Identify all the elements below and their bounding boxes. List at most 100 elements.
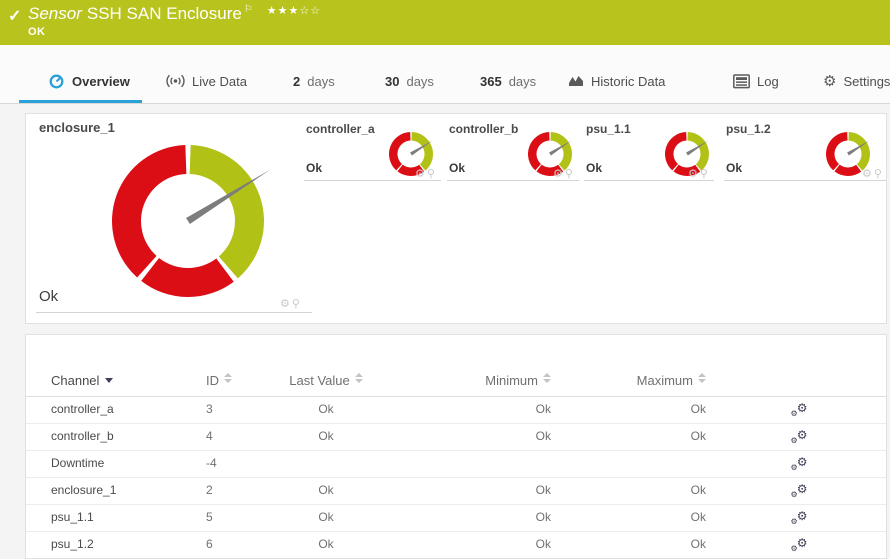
gauge-settings-gear-icon[interactable]: ⚙: [688, 168, 700, 180]
tab-label: days: [508, 73, 537, 89]
tab-number: 2: [293, 73, 301, 89]
channel-settings-gears-icon[interactable]: ⚙ ⚙: [790, 508, 808, 526]
gauge-pin-icon[interactable]: ⚲: [699, 168, 710, 180]
chart-icon: [568, 73, 584, 89]
gauge-cell-divider: [447, 180, 579, 181]
tab-historic-data[interactable]: Historic Data: [568, 65, 665, 97]
sensor-type-label: Sensor: [28, 4, 82, 23]
cell-channel: controller_b: [51, 429, 114, 443]
tab-log[interactable]: Log: [733, 65, 779, 97]
gauge-cell-icons: ⚙⚲: [280, 299, 302, 310]
tab-settings[interactable]: ⚙ Settings: [823, 65, 890, 97]
cell-max: Ok: [690, 510, 706, 524]
channel-settings-gears-icon[interactable]: ⚙ ⚙: [790, 400, 808, 418]
gauge-cell-icons: ⚙⚲: [688, 169, 710, 180]
column-label: Channel: [51, 373, 100, 388]
tab-label: Settings: [843, 73, 890, 89]
gauge-settings-gear-icon[interactable]: ⚙: [280, 298, 292, 310]
channel-settings-gears-icon[interactable]: ⚙ ⚙: [790, 427, 808, 445]
gauge-label-psu_1.1: psu_1.1: [586, 122, 631, 136]
column-label: Minimum: [485, 373, 538, 388]
cell-last: Ok: [318, 537, 334, 551]
cell-max: Ok: [690, 402, 706, 416]
column-header-minimum[interactable]: Minimum: [421, 373, 551, 388]
gauge-pin-icon[interactable]: ⚲: [564, 168, 575, 180]
cell-id: 5: [206, 510, 213, 524]
tab-number: 30: [385, 73, 400, 89]
column-header-channel[interactable]: Channel: [51, 373, 114, 388]
cell-actions: ⚙ ⚙: [784, 531, 814, 558]
sort-desc-icon: [105, 378, 114, 383]
gauge-pin-icon[interactable]: ⚲: [873, 168, 884, 180]
sensor-header: ✓ Sensor SSH SAN Enclosure ⚐ ★★★☆☆ OK: [0, 0, 890, 45]
table-row-enclosure_1: enclosure_1 2 Ok Ok Ok ⚙ ⚙: [26, 477, 886, 505]
tab-2-days[interactable]: 2 days: [293, 65, 335, 97]
tab-bar: Overview Live Data 2 days 30 days 365 days Histo…: [0, 45, 890, 104]
cell-last: Ok: [318, 429, 334, 443]
gauge-cell-divider: [724, 180, 886, 181]
tab-365-days[interactable]: 365 days: [480, 65, 536, 97]
cell-actions: ⚙ ⚙: [784, 396, 814, 423]
flag-icon[interactable]: ⚐: [243, 4, 253, 15]
tab-label: Live Data: [192, 73, 247, 89]
column-header-id[interactable]: ID: [206, 373, 232, 388]
channel-settings-gears-icon[interactable]: ⚙ ⚙: [790, 481, 808, 499]
gauge-label-controller_a: controller_a: [306, 122, 375, 136]
column-header-last-value[interactable]: Last Value: [271, 373, 381, 388]
table-row-psu_1.2: psu_1.2 6 Ok Ok Ok ⚙ ⚙: [26, 531, 886, 558]
tab-label: days: [406, 73, 434, 89]
gauge-cell-divider: [36, 312, 312, 313]
gauge-controller_b: [527, 132, 572, 177]
gauge-controller_a: [388, 132, 433, 177]
cell-min: Ok: [535, 429, 551, 443]
tab-number: 365: [480, 73, 502, 89]
tab-30-days[interactable]: 30 days: [385, 65, 434, 97]
table-row-controller_b: controller_b 4 Ok Ok Ok ⚙ ⚙: [26, 423, 886, 451]
gauge-icon: [48, 73, 65, 90]
gauge-value-psu_1.1: Ok: [586, 161, 603, 175]
table-header-row: Channel ID Last Value Minimum Maximum: [26, 335, 886, 397]
cell-min: Ok: [535, 510, 551, 524]
active-tab-underline: [19, 100, 142, 103]
cell-last: Ok: [318, 510, 334, 524]
status-check-icon: ✓: [8, 8, 22, 25]
cell-max: Ok: [690, 429, 706, 443]
gauge-settings-gear-icon[interactable]: ⚙: [862, 168, 874, 180]
channel-settings-gears-icon[interactable]: ⚙ ⚙: [790, 535, 808, 553]
channels-table-panel: Channel ID Last Value Minimum Maximum contro…: [25, 334, 887, 559]
cell-actions: ⚙ ⚙: [784, 477, 814, 504]
column-label: ID: [206, 373, 219, 388]
table-row-Downtime: Downtime -4 ⚙ ⚙: [26, 450, 886, 478]
gauge-label-enclosure_1: enclosure_1: [39, 120, 115, 135]
cell-channel: psu_1.1: [51, 510, 94, 524]
gauge-value-controller_a: Ok: [306, 161, 323, 175]
cell-id: 6: [206, 537, 213, 551]
gauge-settings-gear-icon[interactable]: ⚙: [553, 168, 565, 180]
tab-label: Historic Data: [591, 73, 666, 89]
page-title: Sensor SSH SAN Enclosure ⚐ ★★★☆☆: [28, 4, 321, 24]
cell-min: Ok: [535, 402, 551, 416]
cell-channel: Downtime: [51, 456, 105, 470]
cell-actions: ⚙ ⚙: [784, 504, 814, 531]
gauge-value-controller_b: Ok: [449, 161, 466, 175]
cell-id: 3: [206, 402, 213, 416]
channel-settings-gears-icon[interactable]: ⚙ ⚙: [790, 454, 808, 472]
gauge-pin-icon[interactable]: ⚲: [426, 168, 437, 180]
priority-stars[interactable]: ★★★☆☆: [266, 5, 322, 17]
sort-both-icon: [354, 373, 363, 383]
gauge-pin-icon[interactable]: ⚲: [291, 298, 302, 310]
cell-actions: ⚙ ⚙: [784, 423, 814, 450]
gauge-cell-divider: [304, 180, 441, 181]
cell-channel: enclosure_1: [51, 483, 117, 497]
tab-label: Log: [757, 73, 779, 89]
tab-overview[interactable]: Overview: [48, 65, 130, 97]
gauge-cell-icons: ⚙⚲: [862, 169, 884, 180]
column-header-maximum[interactable]: Maximum: [576, 373, 706, 388]
gauge-cell-icons: ⚙⚲: [553, 169, 575, 180]
tab-live-data[interactable]: Live Data: [166, 65, 247, 97]
sensor-title: SSH SAN Enclosure: [86, 4, 242, 23]
cell-channel: psu_1.2: [51, 537, 94, 551]
sort-both-icon: [543, 373, 551, 383]
gauge-settings-gear-icon[interactable]: ⚙: [415, 168, 427, 180]
table-row-controller_a: controller_a 3 Ok Ok Ok ⚙ ⚙: [26, 396, 886, 424]
